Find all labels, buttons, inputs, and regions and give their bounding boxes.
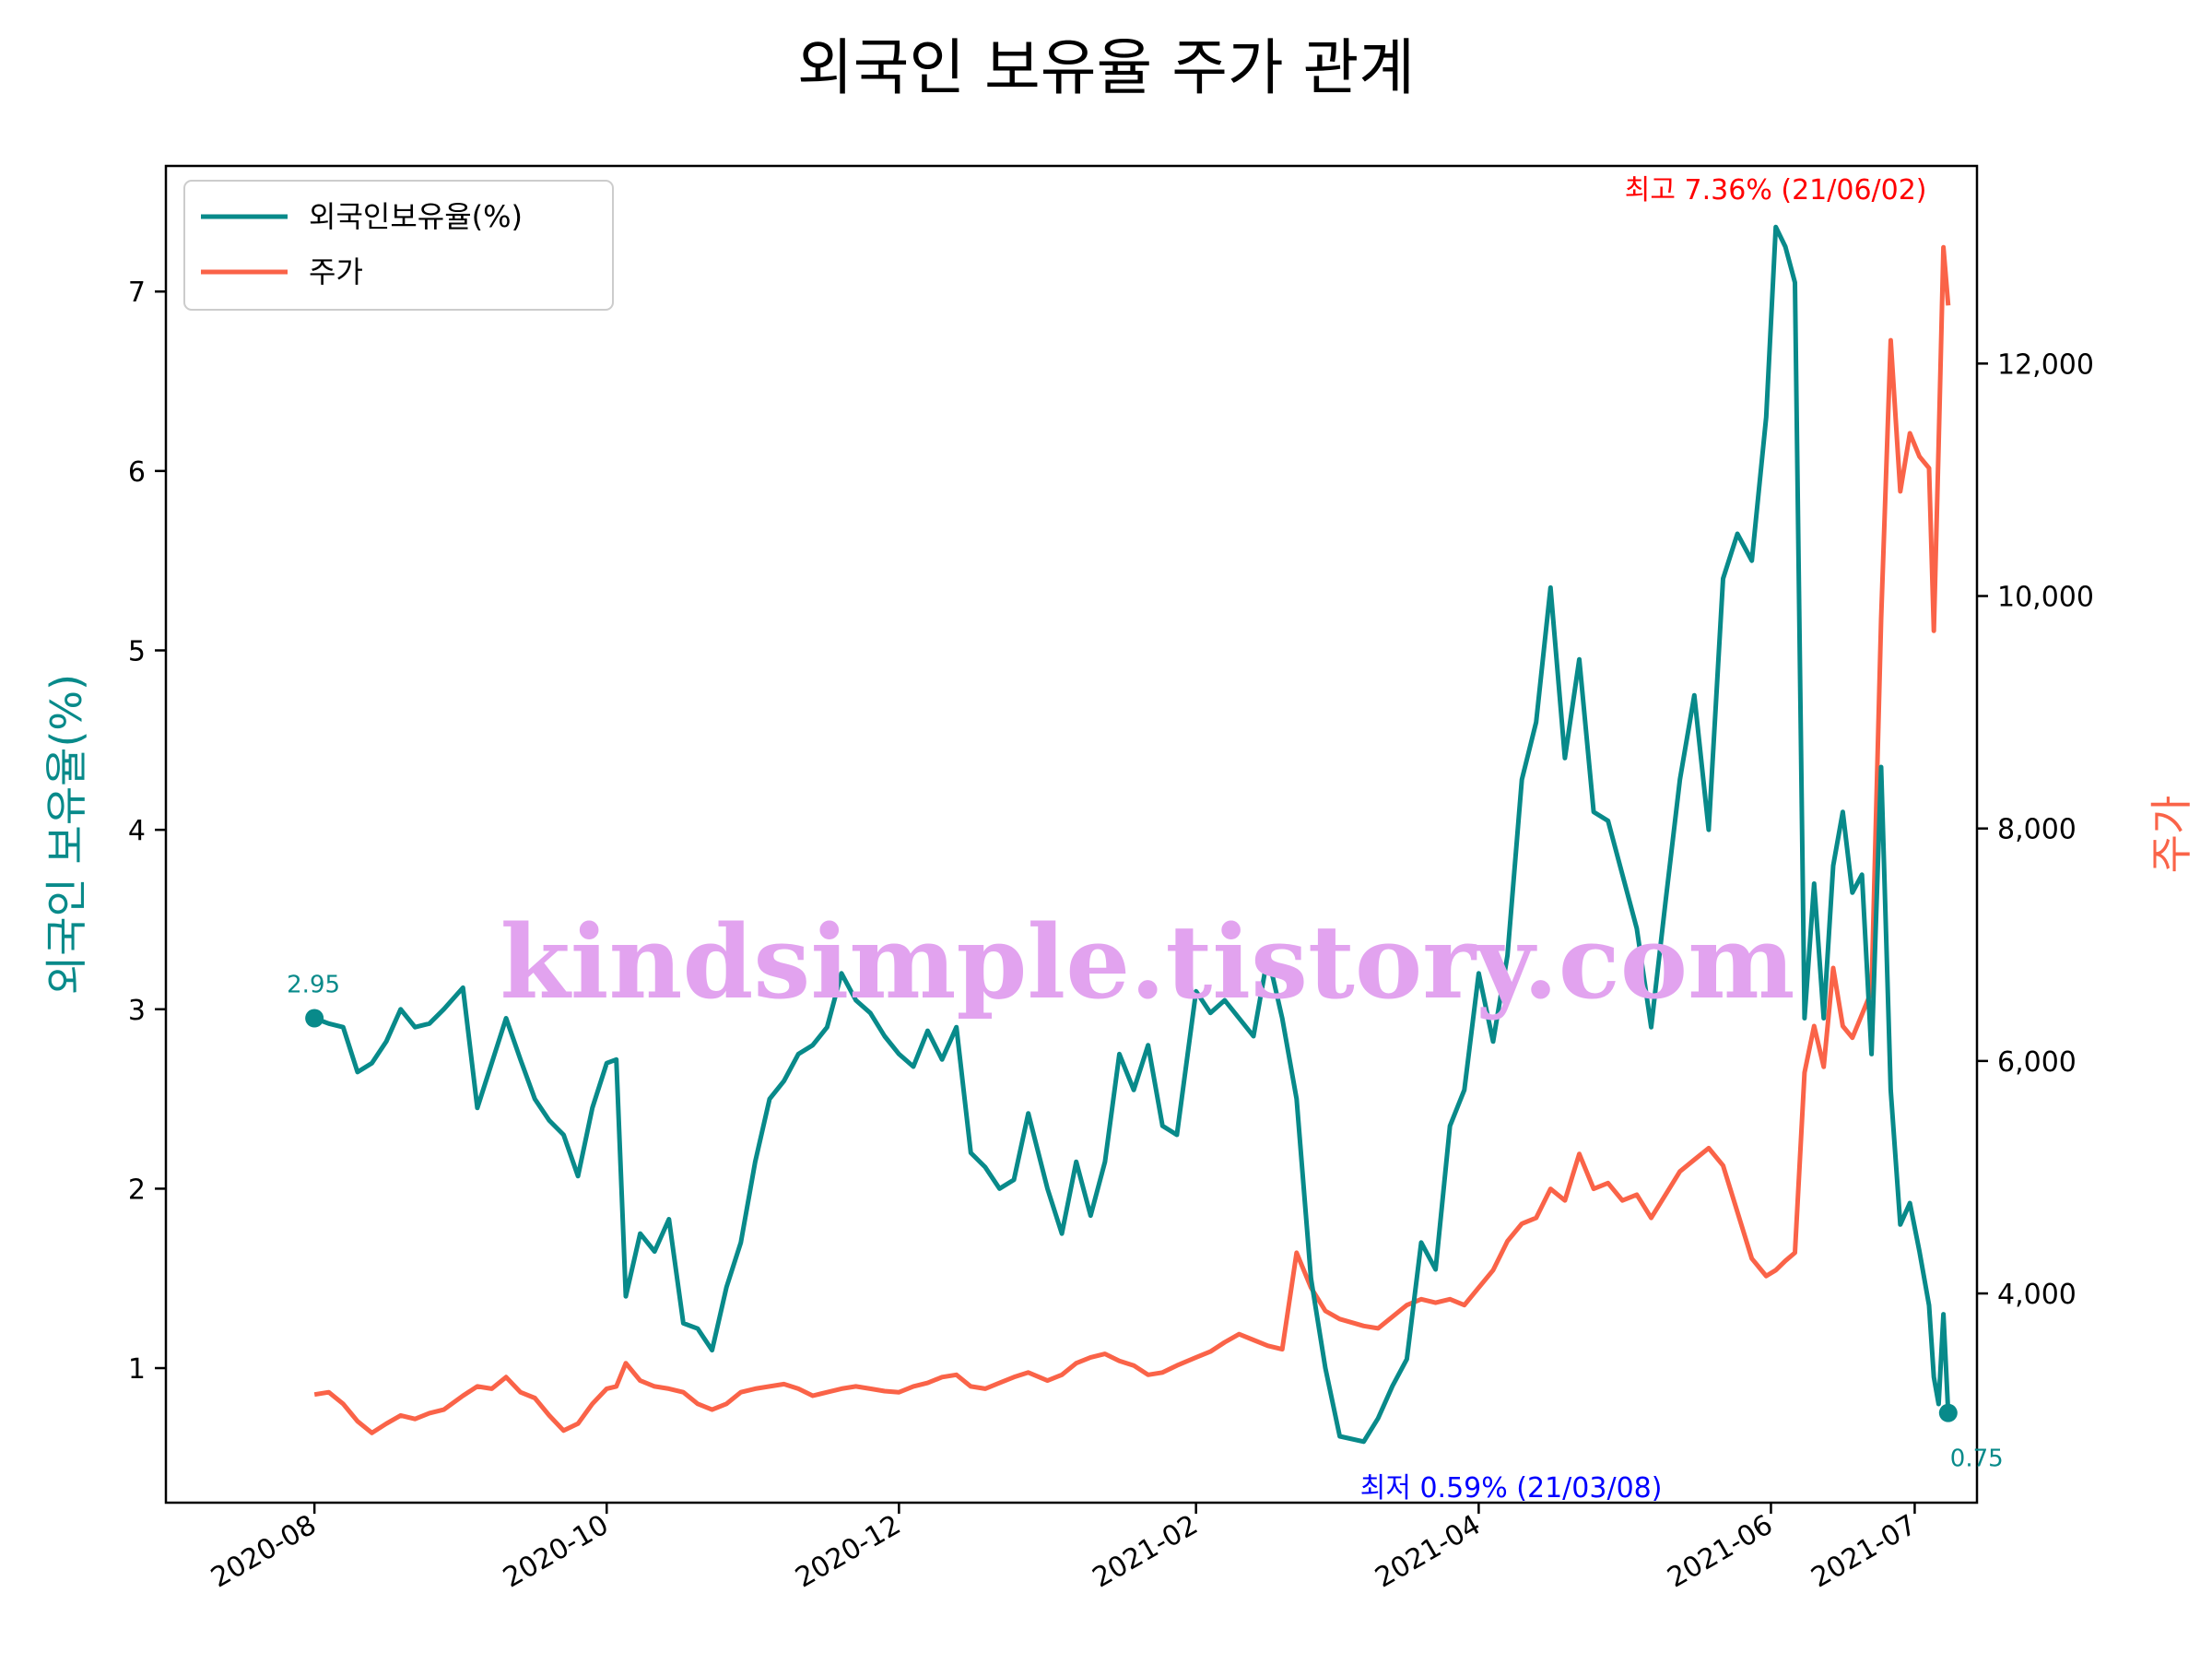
legend-box [183, 180, 614, 311]
x-tick-label: 2020-10 [498, 1509, 614, 1595]
max-annotation: 최고 7.36% (21/06/02) [1625, 174, 1927, 207]
series-line-price [313, 244, 1951, 1435]
y-left-tick-label: 5 [128, 636, 146, 668]
x-tick-label: 2021-07 [1806, 1509, 1922, 1595]
legend: 외국인보유율(%) 주가 [183, 180, 614, 311]
y-right-tick-label: 10,000 [1997, 582, 2094, 614]
x-axis: 2020-08 2020-10 2020-12 2021-02 2021-04 2021-… [206, 1503, 1922, 1595]
y-left-axis: 1 2 3 4 5 6 7 [128, 277, 166, 1386]
legend-label-foreign: 외국인보유율(%) [309, 199, 523, 234]
y-left-tick-label: 7 [128, 277, 146, 309]
x-tick-label: 2021-06 [1662, 1509, 1778, 1595]
y-left-tick-label: 3 [128, 995, 146, 1027]
x-tick-label: 2020-08 [206, 1509, 322, 1595]
chart-title: 외국인 보유율 주가 관계 [797, 32, 1415, 103]
min-annotation: 최저 0.59% (21/03/08) [1360, 1472, 1663, 1505]
x-tick-label: 2021-02 [1088, 1509, 1204, 1595]
x-tick-label: 2020-12 [790, 1509, 906, 1595]
series-line-foreign [313, 224, 1951, 1445]
y-right-tick-label: 12,000 [1997, 348, 2094, 381]
y-left-tick-label: 1 [128, 1353, 146, 1386]
y-left-tick-label: 6 [128, 456, 146, 489]
plot-frame [164, 164, 1979, 1505]
x-tick-label: 2021-04 [1370, 1509, 1486, 1595]
y-right-axis: 4,000 6,000 8,000 10,000 12,000 [1977, 348, 2094, 1311]
watermark-text: kindsimple.tistory.com [500, 903, 1795, 1021]
series-layer [313, 224, 1951, 1445]
annotation-layer: 최고 7.36% (21/06/02) 최저 0.59% (21/03/08) 2.… [287, 174, 2004, 1505]
start-point-marker [305, 1009, 324, 1028]
y-right-tick-label: 4,000 [1997, 1279, 2077, 1311]
legend-label-price: 주가 [309, 254, 363, 289]
y-right-axis-label: 주가 [2147, 796, 2196, 874]
end-point-label: 0.75 [1950, 1446, 2004, 1473]
y-left-axis-label: 외국인 보유율(%) [41, 674, 91, 995]
end-point-marker [1938, 1403, 1958, 1422]
y-left-tick-label: 4 [128, 815, 146, 847]
y-right-tick-label: 8,000 [1997, 814, 2077, 846]
y-right-tick-label: 6,000 [1997, 1046, 2077, 1079]
y-left-tick-label: 2 [128, 1174, 146, 1206]
start-point-label: 2.95 [287, 971, 340, 998]
